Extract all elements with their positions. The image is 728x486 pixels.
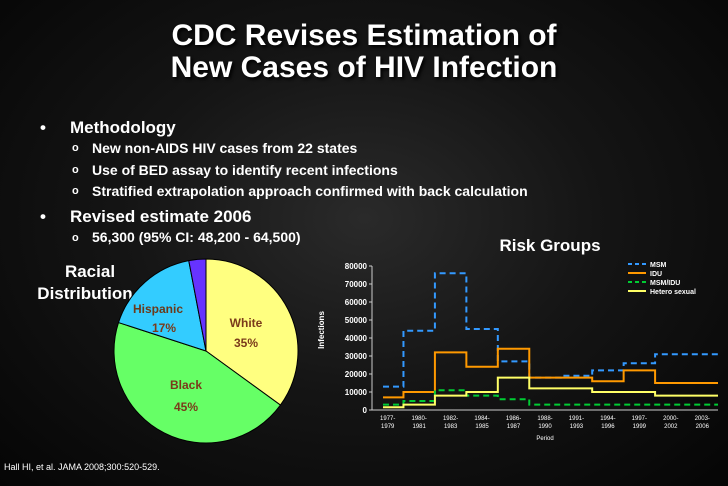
bullet-revised-estimate: Revised estimate 2006: [70, 207, 252, 226]
y-tick-label: 60000: [345, 298, 368, 307]
x-tick-label: 1984-: [474, 416, 489, 422]
x-tick-label: 1988-: [537, 416, 552, 422]
sub-bullet-circle-icon: o: [72, 164, 79, 176]
x-tick-label: 1993: [570, 424, 584, 430]
pie-slice-white: [205, 258, 299, 406]
legend-label: MSM/IDU: [650, 280, 680, 287]
x-tick-label: 1981: [413, 424, 427, 430]
x-tick-label: 1983: [444, 424, 458, 430]
sub-bullet-circle-icon: o: [72, 142, 79, 154]
x-tick-label: 1986-: [506, 416, 521, 422]
sub-bullet-circle-icon: o: [72, 185, 79, 197]
x-axis-label: Period: [536, 436, 553, 442]
series-line-msm-idu: [383, 389, 718, 406]
bullet-methodology: Methodology: [70, 118, 176, 137]
y-tick-label: 40000: [345, 334, 368, 343]
x-tick-label: 1990: [538, 424, 552, 430]
y-tick-label: 0: [363, 406, 368, 415]
x-tick-label: 2000-: [663, 416, 678, 422]
y-tick-label: 80000: [345, 262, 368, 271]
pie-label: White: [230, 316, 263, 330]
pie-label: Black: [170, 378, 202, 392]
series-line-hetero-sexual: [383, 376, 718, 409]
citation: Hall HI, et al. JAMA 2008;300:520-529.: [4, 462, 160, 472]
x-tick-label: 1987: [507, 424, 521, 430]
x-tick-label: 1999: [633, 424, 647, 430]
sub-bullet-text: New non-AIDS HIV cases from 22 states: [92, 140, 358, 156]
slide-title-line-2: New Cases of HIV Infection: [170, 51, 558, 84]
bullet-dot-icon: •: [40, 207, 46, 226]
y-tick-label: 50000: [345, 316, 368, 325]
bullet-dot-icon: •: [40, 118, 46, 137]
y-tick-label: 10000: [345, 388, 368, 397]
slide-title-line-1: CDC Revises Estimation of: [171, 19, 557, 52]
x-tick-label: 1991-: [569, 416, 584, 422]
pie-value-label: 17%: [152, 321, 176, 335]
x-tick-label: 1982-: [443, 416, 458, 422]
y-tick-label: 30000: [345, 352, 368, 361]
pie-slice-other: [188, 258, 207, 352]
sub-bullet-text: 56,300 (95% CI: 48,200 - 64,500): [92, 229, 301, 245]
x-tick-label: 1997-: [632, 416, 647, 422]
x-tick-label: 1985: [475, 424, 489, 430]
pie-label: Hispanic: [133, 302, 183, 316]
series-line-idu: [383, 347, 718, 399]
x-tick-label: 2003-: [695, 416, 710, 422]
racial-distribution-label-line-2: Distribution: [37, 284, 133, 303]
pie-slice-hispanic: [117, 260, 207, 352]
x-tick-label: 1980-: [412, 416, 427, 422]
legend-label: Hetero sexual: [650, 289, 696, 296]
sub-bullet-circle-icon: o: [72, 232, 79, 244]
x-tick-label: 1977-: [380, 416, 395, 422]
y-tick-label: 70000: [345, 280, 368, 289]
risk-groups-label: Risk Groups: [499, 236, 601, 255]
x-tick-label: 2006: [696, 424, 710, 430]
racial-distribution-label-line-1: Racial: [64, 262, 116, 281]
x-tick-label: 2002: [664, 424, 678, 430]
y-axis-label: Infections: [317, 311, 326, 349]
sub-bullet-text: Use of BED assay to identify recent infe…: [92, 162, 398, 178]
legend-label: MSM: [650, 262, 667, 269]
x-tick-label: 1979: [381, 424, 395, 430]
y-tick-label: 20000: [345, 370, 368, 379]
pie-value-label: 45%: [174, 400, 198, 414]
x-tick-label: 1994-: [600, 416, 615, 422]
legend-label: IDU: [650, 271, 662, 278]
pie-slice-black: [113, 321, 282, 444]
pie-value-label: 35%: [234, 336, 258, 350]
x-tick-label: 1996: [601, 424, 615, 430]
sub-bullet-text: Stratified extrapolation approach confir…: [92, 183, 528, 199]
